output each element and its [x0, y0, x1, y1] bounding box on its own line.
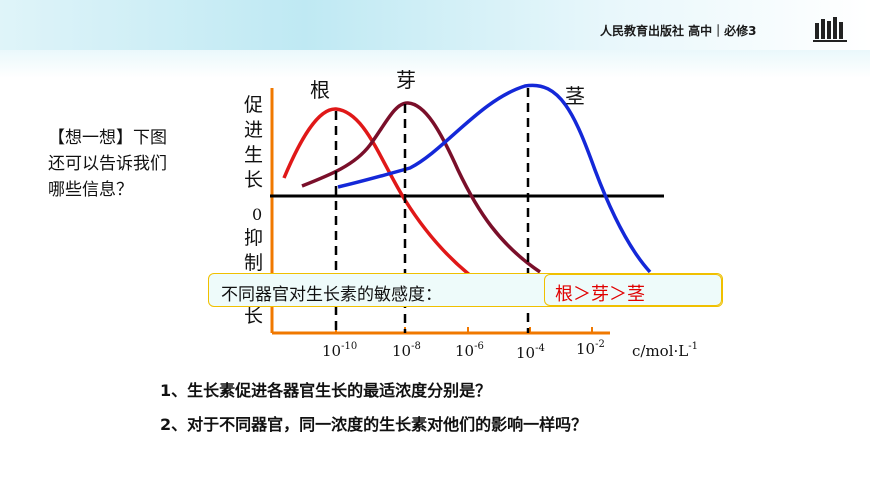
x-tick-3: 10-6 [455, 341, 484, 360]
header-band [0, 0, 870, 50]
y-label-promote-2: 进 [244, 119, 263, 141]
think-line-1: 【想一想】下图 [48, 128, 167, 148]
bud-curve [301, 101, 541, 274]
x-tick-1: 10-10 [322, 341, 357, 360]
stem-label: 茎 [565, 84, 585, 108]
bud-label: 芽 [396, 68, 416, 92]
stem-curve [337, 83, 652, 274]
x-tick-4: 10-4 [516, 343, 545, 362]
question-1: 1、生长素促进各器官生长的最适浓度分别是？ [160, 381, 492, 400]
x-unit-label: c/mol·L-1 [632, 341, 698, 360]
y-label-promote-4: 长 [244, 169, 263, 191]
question-2: 2、对于不同器官，同一浓度的生长素对他们的影响一样吗？ [160, 415, 588, 434]
think-prompt: 【想一想】下图 还可以告诉我们 哪些信息？ [48, 125, 208, 203]
y-label-promote-1: 促 [244, 94, 263, 116]
y-label-inhibit-2: 制 [244, 252, 263, 274]
callout-answer-box: 根＞芽＞茎 [544, 274, 722, 306]
root-label: 根 [310, 78, 330, 102]
x-tick-2: 10-8 [392, 341, 421, 360]
header-band-fade [0, 50, 870, 78]
y-label-promote-3: 生 [244, 144, 263, 166]
sensitivity-callout: 不同器官对生长素的敏感度： 根＞芽＞茎 [208, 273, 723, 307]
y-label-zero: 0 [252, 205, 262, 224]
think-line-2: 还可以告诉我们 [48, 154, 167, 174]
think-line-3: 哪些信息？ [48, 180, 133, 200]
callout-label: 不同器官对生长素的敏感度： [221, 285, 442, 305]
y-label-inhibit-1: 抑 [244, 227, 263, 249]
x-tick-5: 10-2 [576, 339, 605, 358]
bookshelf-icon [813, 17, 847, 42]
publisher-label: 人民教育出版社 高中｜必修3 [600, 24, 757, 38]
y-label-inhibit-3: 长 [244, 305, 263, 327]
callout-answer: 根＞芽＞茎 [555, 284, 645, 305]
root-curve [282, 107, 506, 302]
